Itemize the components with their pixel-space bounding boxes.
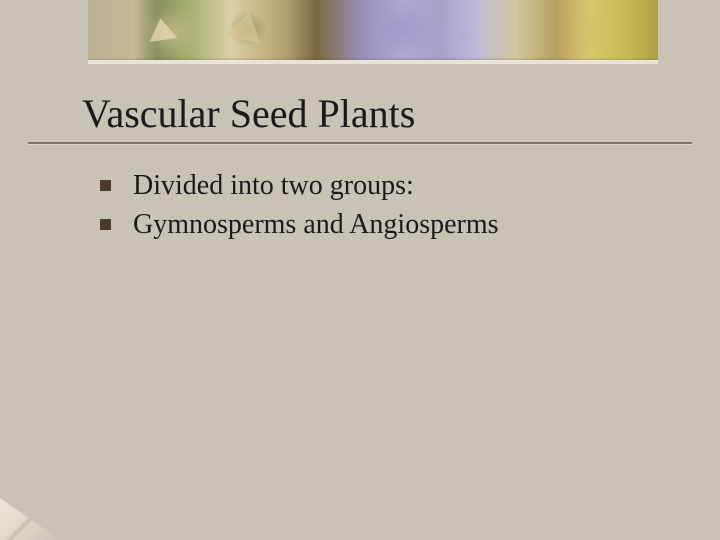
bullet-square-icon bbox=[100, 180, 111, 191]
bullet-text: Divided into two groups: bbox=[133, 168, 414, 203]
list-item: Divided into two groups: bbox=[100, 168, 660, 203]
page-curl-icon bbox=[0, 498, 60, 540]
bullet-square-icon bbox=[100, 219, 111, 230]
title-block: Vascular Seed Plants bbox=[82, 92, 680, 136]
bullet-text: Gymnosperms and Angiosperms bbox=[133, 207, 499, 242]
leaf-icon bbox=[225, 9, 266, 44]
title-underline bbox=[28, 142, 692, 144]
decorative-banner bbox=[88, 0, 658, 64]
slide-title: Vascular Seed Plants bbox=[82, 92, 680, 136]
slide-content: Divided into two groups: Gymnosperms and… bbox=[100, 168, 660, 246]
leaf-icon bbox=[147, 16, 178, 42]
list-item: Gymnosperms and Angiosperms bbox=[100, 207, 660, 242]
